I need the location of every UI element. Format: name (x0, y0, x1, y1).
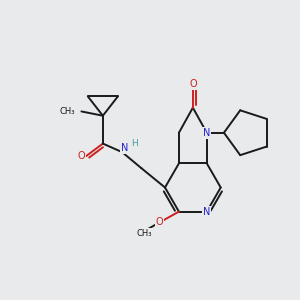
Text: O: O (189, 79, 197, 89)
Text: CH₃: CH₃ (136, 229, 152, 238)
Text: N: N (121, 143, 128, 153)
Text: N: N (203, 207, 211, 217)
Text: CH₃: CH₃ (59, 107, 75, 116)
Text: N: N (203, 128, 211, 138)
Text: O: O (78, 152, 85, 161)
Text: O: O (156, 217, 164, 227)
Text: H: H (132, 139, 138, 148)
